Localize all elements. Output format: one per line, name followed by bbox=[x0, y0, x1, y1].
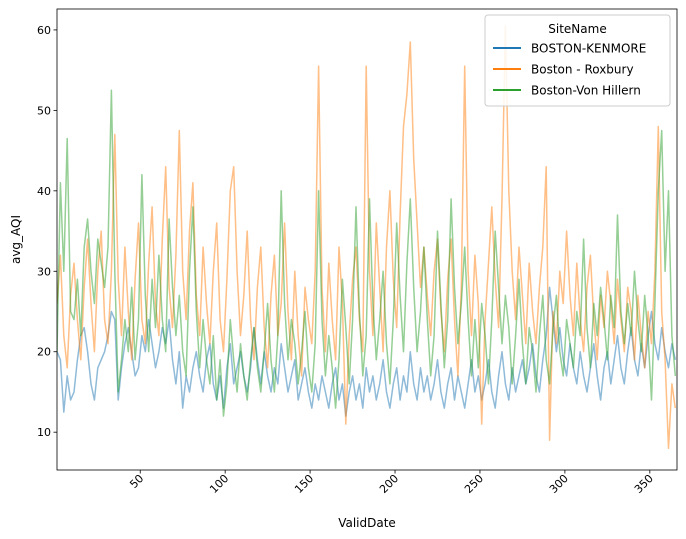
y-tick-label: 10 bbox=[37, 426, 51, 439]
x-axis-label: ValidDate bbox=[338, 516, 396, 530]
legend-label: Boston - Roxbury bbox=[531, 63, 634, 77]
series-line-3 bbox=[57, 89, 677, 417]
x-tick-label: 50 bbox=[127, 472, 146, 491]
axes-frame bbox=[56, 8, 678, 471]
y-tick-label: 30 bbox=[37, 265, 51, 278]
x-tick-label: 250 bbox=[462, 472, 486, 496]
x-tick-label: 150 bbox=[292, 472, 316, 496]
legend-label: Boston-Von Hillern bbox=[531, 84, 641, 98]
x-tick-label: 300 bbox=[547, 472, 571, 496]
legend-entries: BOSTON-KENMORE Boston - Roxbury Boston-Von… bbox=[493, 42, 646, 98]
x-tick-label: 200 bbox=[377, 472, 401, 496]
x-tick-label: 350 bbox=[632, 472, 656, 496]
legend-label: BOSTON-KENMORE bbox=[531, 42, 646, 56]
x-axis-ticks: 50 100 150 200 250 300 350 bbox=[127, 470, 656, 496]
legend-title: SiteName bbox=[548, 22, 606, 36]
series-line-2 bbox=[57, 25, 677, 450]
y-axis-label: avg_AQI bbox=[9, 215, 23, 264]
y-tick-label: 60 bbox=[37, 24, 51, 37]
y-axis-ticks: 10 20 30 40 50 60 bbox=[37, 24, 57, 439]
legend-box bbox=[484, 14, 671, 107]
x-tick-label: 100 bbox=[207, 472, 231, 496]
y-tick-label: 50 bbox=[37, 104, 51, 117]
plot-lines bbox=[57, 25, 677, 450]
y-tick-label: 20 bbox=[37, 346, 51, 359]
y-tick-label: 40 bbox=[37, 185, 51, 198]
